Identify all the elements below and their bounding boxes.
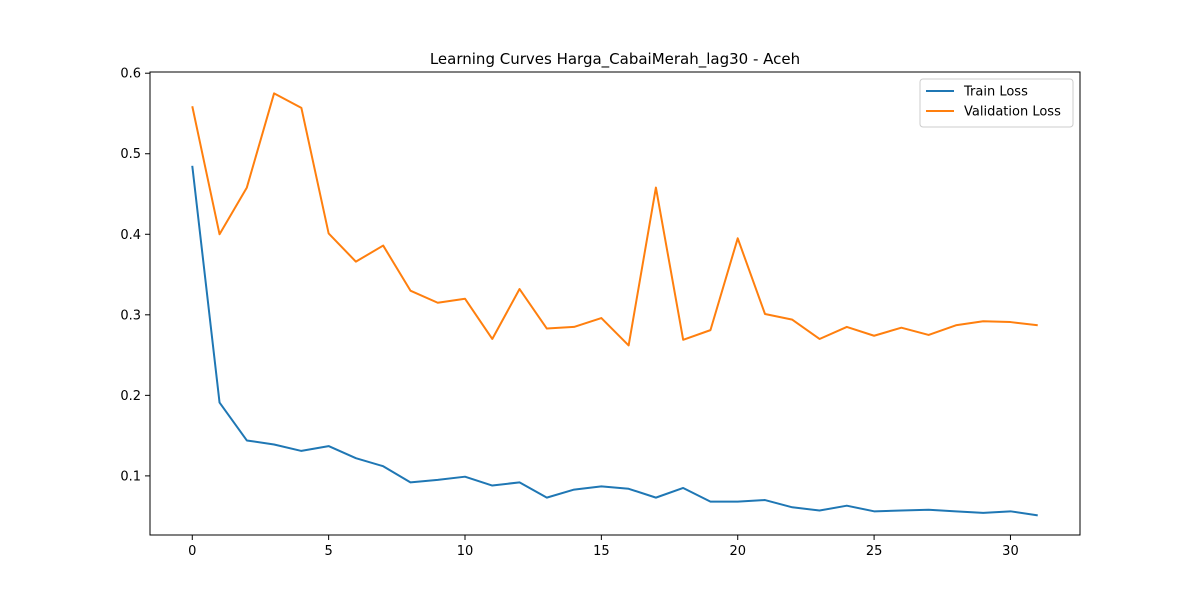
legend-label: Train Loss <box>963 85 1028 100</box>
y-tick-label: 0.5 <box>120 147 141 162</box>
x-tick-label: 30 <box>1002 544 1019 559</box>
x-tick-label: 10 <box>457 544 474 559</box>
series-line-train-loss <box>191 165 1038 517</box>
y-tick-label: 0.6 <box>120 67 141 82</box>
x-tick-label: 15 <box>593 544 610 559</box>
y-tick-label: 0.4 <box>120 228 141 243</box>
x-tick-label: 5 <box>324 544 332 559</box>
axes-frame <box>149 71 1081 536</box>
y-tick-label: 0.3 <box>120 308 141 323</box>
series-line-validation-loss <box>191 92 1038 347</box>
x-tick-label: 20 <box>729 544 746 559</box>
y-axis: 0.1 0.2 0.3 0.4 0.5 0.6 <box>120 67 150 484</box>
legend-label: Validation Loss <box>964 105 1061 120</box>
y-tick-label: 0.2 <box>120 389 141 404</box>
legend-box <box>919 78 1074 128</box>
legend: Train Loss Validation Loss <box>919 78 1074 128</box>
y-tick-label: 0.1 <box>120 469 141 484</box>
chart-title: Learning Curves Harga_CabaiMerah_lag30 -… <box>430 50 800 69</box>
x-axis: 0 5 10 15 20 25 30 <box>188 535 1019 559</box>
plot-area <box>191 92 1038 517</box>
x-tick-label: 25 <box>866 544 883 559</box>
x-tick-label: 0 <box>188 544 196 559</box>
